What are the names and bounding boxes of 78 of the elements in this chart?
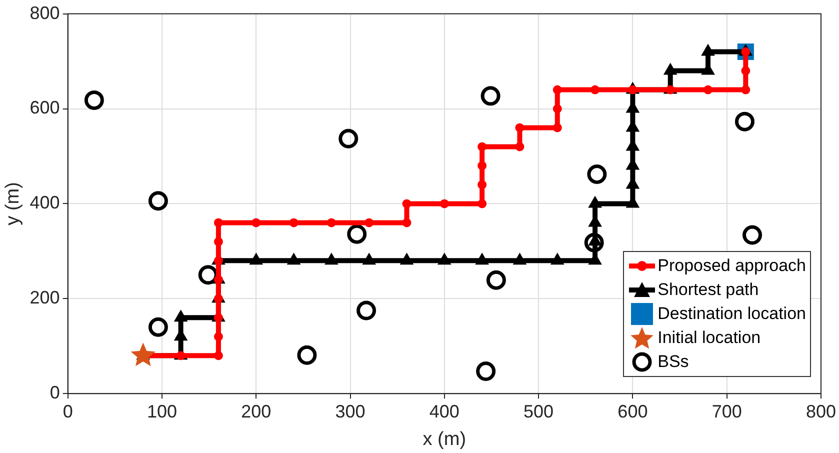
point: [402, 199, 412, 208]
y-tick-label: 200: [30, 288, 60, 308]
x-tick-label: 100: [146, 401, 177, 422]
point: [148, 317, 168, 337]
point: [174, 310, 188, 322]
y-tick-label: 800: [30, 2, 60, 23]
point: [289, 218, 298, 228]
point: [515, 123, 524, 132]
point: [214, 218, 223, 228]
legend-label: Destination location: [658, 303, 806, 325]
x-tick-label: 800: [806, 401, 836, 422]
point: [214, 313, 223, 322]
point: [741, 85, 750, 94]
point: [176, 351, 186, 360]
y-axis-title: y (m): [2, 182, 24, 226]
legend-label: BSs: [658, 351, 689, 373]
point: [214, 332, 223, 342]
point: [552, 85, 562, 94]
point: [438, 253, 451, 265]
point: [704, 85, 713, 94]
y-tick-label: 0: [50, 382, 60, 403]
point: [214, 275, 223, 284]
x-tick-label: 300: [335, 401, 366, 422]
x-tick-label: 500: [524, 401, 554, 422]
x-tick-label: 700: [712, 401, 742, 422]
point: [338, 128, 358, 148]
point: [476, 362, 496, 382]
y-tick-label: 400: [30, 192, 60, 213]
point: [666, 85, 675, 94]
point: [734, 112, 754, 132]
point: [478, 180, 487, 190]
point: [486, 270, 506, 290]
point: [148, 191, 168, 211]
point: [214, 351, 223, 360]
point: [252, 218, 261, 228]
point: [364, 218, 374, 228]
legend-label: Initial location: [658, 327, 761, 349]
point: [476, 253, 489, 265]
point: [440, 199, 449, 208]
point: [250, 253, 263, 265]
legend-label: Shortest path: [658, 279, 759, 301]
point: [214, 237, 223, 246]
point: [324, 253, 338, 265]
point: [130, 342, 156, 366]
x-tick-label: 600: [618, 401, 648, 422]
point: [478, 161, 487, 170]
point: [400, 253, 414, 265]
point: [84, 90, 104, 110]
x-tick-label: 400: [429, 401, 460, 422]
point: [741, 66, 750, 76]
point: [587, 164, 607, 184]
legend-label: Proposed approach: [658, 255, 806, 277]
point: [480, 86, 500, 106]
point: [198, 265, 218, 285]
point: [214, 294, 223, 304]
point: [742, 225, 762, 245]
point: [347, 224, 367, 244]
point: [515, 142, 524, 152]
point: [478, 199, 487, 208]
point: [326, 218, 336, 228]
point: [550, 253, 564, 265]
point: [513, 253, 526, 265]
x-tick-label: 200: [241, 401, 272, 422]
point: [356, 300, 376, 320]
point: [287, 253, 300, 265]
point: [590, 85, 600, 94]
point: [552, 104, 562, 114]
point: [588, 196, 602, 208]
x-tick-label: 0: [62, 401, 73, 422]
point: [297, 345, 317, 365]
point: [584, 232, 604, 252]
x-axis-title: x (m): [422, 428, 466, 450]
y-tick-label: 600: [30, 98, 60, 118]
point: [362, 253, 376, 265]
point: [214, 256, 223, 266]
point: [478, 142, 487, 152]
point: [402, 218, 412, 228]
point: [552, 123, 562, 132]
